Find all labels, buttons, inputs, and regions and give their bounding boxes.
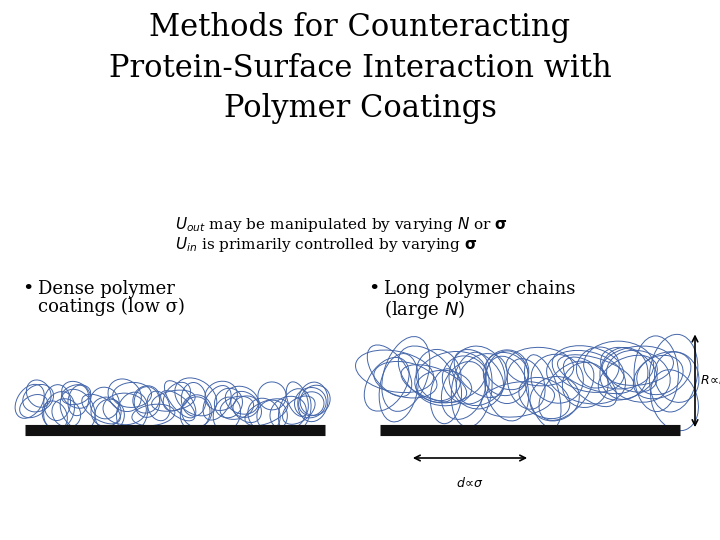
Text: Methods for Counteracting
Protein-Surface Interaction with
Polymer Coatings: Methods for Counteracting Protein-Surfac…	[109, 12, 611, 124]
Text: coatings (low σ): coatings (low σ)	[38, 298, 185, 316]
Text: •: •	[368, 280, 379, 298]
Text: $\mathit{U}_{in}$ is primarily controlled by varying $\mathbf{\sigma}$: $\mathit{U}_{in}$ is primarily controlle…	[175, 235, 477, 254]
Text: •: •	[22, 280, 33, 298]
Text: $d\!\propto\!\sigma$: $d\!\propto\!\sigma$	[456, 476, 484, 490]
Text: $R\!\propto\!N$: $R\!\propto\!N$	[700, 374, 720, 387]
Text: (large $\mathit{N}$): (large $\mathit{N}$)	[384, 298, 465, 321]
Text: Dense polymer: Dense polymer	[38, 280, 175, 298]
Text: Long polymer chains: Long polymer chains	[384, 280, 575, 298]
Text: $\mathit{U}_{out}$ may be manipulated by varying $\mathit{N}$ or $\mathbf{\sigma: $\mathit{U}_{out}$ may be manipulated by…	[175, 215, 508, 234]
